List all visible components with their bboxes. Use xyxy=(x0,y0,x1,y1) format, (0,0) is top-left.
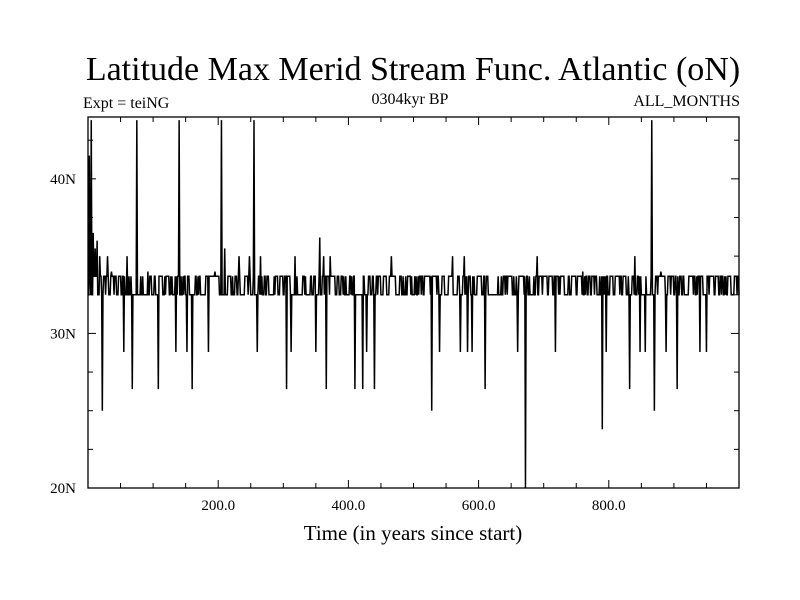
months-label: ALL_MONTHS xyxy=(633,93,740,110)
tick-labels: 200.0 400.0 600.0 800.0 20N 30N 40N xyxy=(50,172,626,514)
period-label: 0304kyr BP xyxy=(372,91,449,108)
x-tick-label: 800.0 xyxy=(592,498,626,514)
x-axis-label: Time (in years since start) xyxy=(304,521,523,545)
y-tick-label: 40N xyxy=(50,172,76,188)
experiment-label: Expt = teiNG xyxy=(83,95,170,112)
y-tick-label: 20N xyxy=(50,481,76,497)
x-tick-label: 400.0 xyxy=(332,498,366,514)
y-tick-label: 30N xyxy=(50,326,76,342)
x-tick-label: 600.0 xyxy=(462,498,496,514)
chart-title: Latitude Max Merid Stream Func. Atlantic… xyxy=(86,51,740,88)
x-tick-label: 200.0 xyxy=(201,498,235,514)
plot-frame xyxy=(87,116,740,489)
series-line xyxy=(87,120,740,489)
